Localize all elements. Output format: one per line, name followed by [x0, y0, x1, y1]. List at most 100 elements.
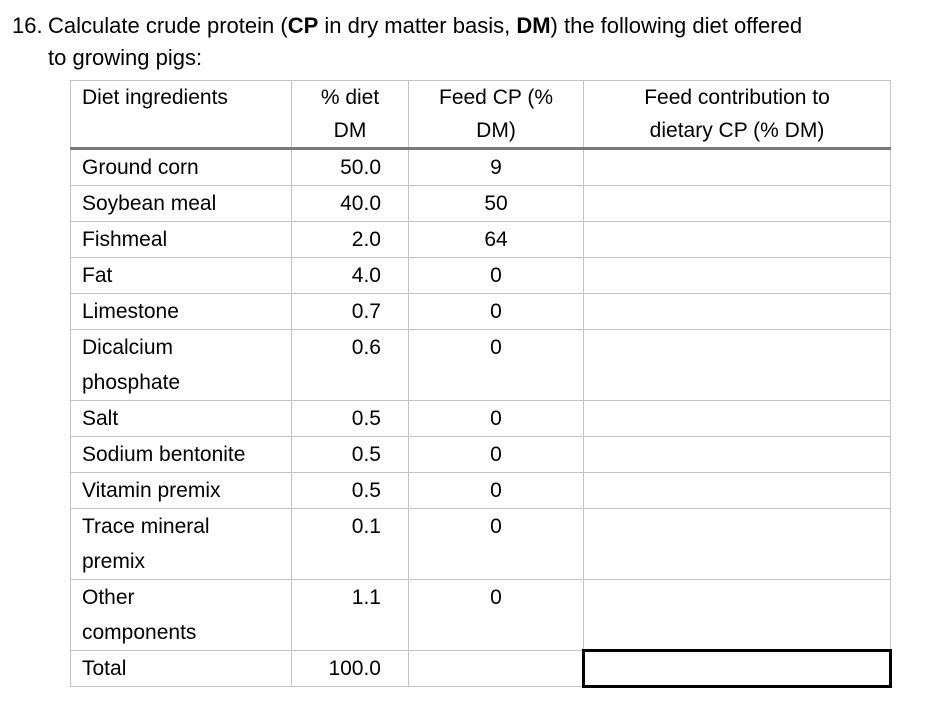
ingredient-name: Fat: [82, 264, 113, 287]
cp-cell: [408, 650, 584, 687]
cp-cell: 9: [408, 148, 584, 186]
cp-value: 64: [484, 228, 508, 251]
answer-cell: [583, 579, 891, 651]
column-header: Diet ingredients: [70, 80, 292, 150]
question-text: Calculate crude protein (CP in dry matte…: [48, 13, 802, 38]
dm-value: 4.0: [351, 264, 381, 287]
dm-cell: 0.5: [291, 436, 409, 473]
cp-value: 9: [490, 156, 502, 179]
ingredient-name: Total: [82, 657, 127, 680]
answer-cell: [583, 329, 891, 401]
ingredient-cell: Fishmeal: [70, 221, 292, 258]
dm-cell: 0.6: [291, 329, 409, 401]
answer-cell: [583, 148, 891, 186]
table-row: Salt 0.5 0: [70, 400, 891, 437]
ingredient-cell: Dicalcium phosphate: [70, 329, 292, 401]
dm-cell: 0.1: [291, 508, 409, 580]
bold-term: CP: [287, 13, 319, 38]
ingredient-name: Limestone: [82, 300, 179, 323]
cp-cell: 50: [408, 185, 584, 222]
table-row: Other components 1.1 0: [70, 579, 891, 651]
column-header: Feed CP (% DM): [408, 80, 584, 150]
question-fragment: Calculate crude protein (: [48, 13, 288, 38]
cp-value: 0: [490, 336, 502, 359]
table-row: Vitamin premix 0.5 0: [70, 472, 891, 509]
cp-value: 0: [490, 443, 502, 466]
ingredient-name: Salt: [82, 407, 119, 430]
table-row: Fat 4.0 0: [70, 257, 891, 294]
question: 16. Calculate crude protein (CP in dry ma…: [12, 10, 947, 74]
cp-cell: 0: [408, 508, 584, 580]
dm-value: 50.0: [340, 156, 381, 179]
cp-value: 0: [490, 586, 502, 609]
ingredient-name: Dicalcium phosphate: [82, 336, 181, 394]
dm-value: 0.1: [351, 515, 381, 538]
header-text: Feed CP (% DM): [439, 86, 553, 142]
dm-value: 0.5: [351, 479, 381, 502]
ingredient-cell: Ground corn: [70, 148, 292, 186]
ingredient-cell: Trace mineral premix: [70, 508, 292, 580]
dm-value: 0.6: [351, 336, 381, 359]
ingredient-name: Other components: [82, 586, 197, 644]
dm-value: 100.0: [328, 657, 381, 680]
table-row: Trace mineral premix 0.1 0: [70, 508, 891, 580]
question-fragment: ) the following diet offered: [550, 13, 803, 38]
dm-value: 40.0: [340, 192, 381, 215]
diet-table: Diet ingredients % diet DM Feed CP (% DM) F…: [70, 80, 892, 688]
dm-cell: 0.5: [291, 472, 409, 509]
table-row: Sodium bentonite 0.5 0: [70, 436, 891, 473]
dm-value: 0.7: [351, 300, 381, 323]
ingredient-name: Soybean meal: [82, 192, 217, 215]
table-row: Soybean meal 40.0 50: [70, 185, 891, 222]
ingredient-name: Sodium bentonite: [82, 443, 246, 466]
ingredient-cell: Limestone: [70, 293, 292, 330]
bold-term: DM: [516, 13, 551, 38]
cp-cell: 0: [408, 436, 584, 473]
question-line: 16. Calculate crude protein (CP in dry ma…: [12, 10, 947, 42]
answer-cell: [583, 293, 891, 330]
ingredient-name: Vitamin premix: [82, 479, 221, 502]
cp-cell: 0: [408, 579, 584, 651]
ingredient-name: Ground corn: [82, 156, 199, 179]
cp-value: 0: [490, 479, 502, 502]
dm-cell: 0.7: [291, 293, 409, 330]
table-row: Ground corn 50.0 9: [70, 148, 891, 186]
ingredient-name: Fishmeal: [82, 228, 168, 251]
ingredient-cell: Total: [70, 650, 292, 687]
ingredient-cell: Sodium bentonite: [70, 436, 292, 473]
column-header: % diet DM: [291, 80, 409, 150]
table-row: Fishmeal 2.0 64: [70, 221, 891, 258]
cp-value: 0: [490, 264, 502, 287]
dm-cell: 50.0: [291, 148, 409, 186]
table-row: Limestone 0.7 0: [70, 293, 891, 330]
answer-cell: [583, 257, 891, 294]
question-line: to growing pigs:: [48, 45, 203, 70]
ingredient-cell: Soybean meal: [70, 185, 292, 222]
cp-value: 0: [490, 407, 502, 430]
cp-cell: 0: [408, 400, 584, 437]
table-row: Dicalcium phosphate 0.6 0: [70, 329, 891, 401]
dm-cell: 100.0: [291, 650, 409, 687]
answer-cell: [583, 472, 891, 509]
cp-value: 0: [490, 300, 502, 323]
column-header: Feed contribution to dietary CP (% DM): [583, 80, 891, 150]
ingredient-cell: Other components: [70, 579, 292, 651]
cp-cell: 0: [408, 257, 584, 294]
ingredient-cell: Fat: [70, 257, 292, 294]
dm-cell: 40.0: [291, 185, 409, 222]
dm-cell: 1.1: [291, 579, 409, 651]
question-number: 16.: [12, 13, 43, 38]
dm-cell: 4.0: [291, 257, 409, 294]
cp-value: 0: [490, 515, 502, 538]
ingredient-cell: Salt: [70, 400, 292, 437]
table-row: Total 100.0: [70, 649, 892, 688]
answer-cell[interactable]: [582, 649, 892, 688]
dm-value: 0.5: [351, 407, 381, 430]
dm-value: 0.5: [351, 443, 381, 466]
cp-cell: 0: [408, 329, 584, 401]
header-text: % diet DM: [320, 86, 380, 142]
header-text: Feed contribution to dietary CP (% DM): [644, 86, 830, 142]
dm-value: 1.1: [351, 586, 381, 609]
cp-cell: 64: [408, 221, 584, 258]
answer-cell: [583, 185, 891, 222]
